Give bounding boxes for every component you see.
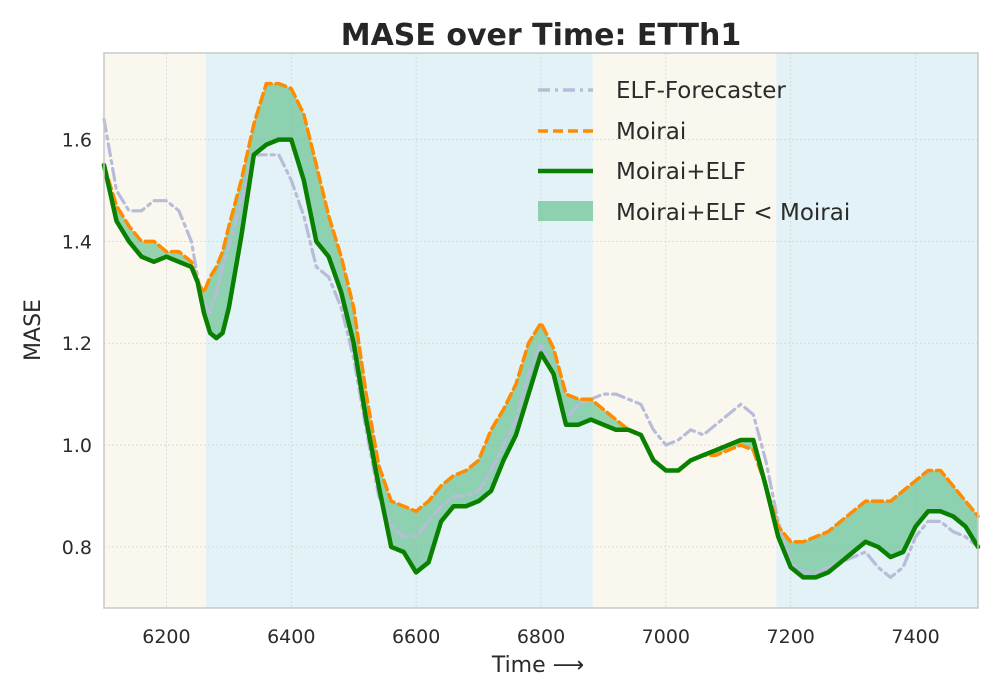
x-axis: 6200 6400 6600 6800 7000 7200 7400 (142, 626, 940, 648)
moirai-line (102, 81, 980, 544)
y-tick-label: 0.8 (62, 537, 92, 559)
legend-label-moirai: Moirai (616, 119, 686, 145)
y-tick-label: 1.2 (62, 333, 92, 355)
legend-label-moirai-elf: Moirai+ELF (616, 159, 746, 185)
legend-label-fill: Moirai+ELF < Moirai (616, 200, 850, 226)
x-tick-label: 6800 (517, 626, 565, 648)
y-axis: 0.8 1.0 1.2 1.4 1.6 (62, 130, 92, 559)
improvement-fill-area (104, 83, 978, 578)
x-axis-label: Time ⟶ (491, 653, 584, 678)
y-tick-label: 1.0 (62, 435, 92, 457)
x-tick-label: 7200 (767, 626, 815, 648)
y-tick-label: 1.4 (62, 231, 92, 253)
x-tick-label: 6200 (142, 626, 190, 648)
chart-title: MASE over Time: ETTh1 (341, 18, 742, 53)
legend-label-elf: ELF-Forecaster (616, 78, 786, 104)
x-tick-label: 6600 (392, 626, 440, 648)
y-tick-label: 1.6 (62, 130, 92, 152)
x-tick-label: 7400 (891, 626, 939, 648)
background-region-0 (104, 53, 206, 608)
x-tick-label: 6400 (267, 626, 315, 648)
moirai-elf-line (101, 137, 981, 580)
y-axis-label: MASE (21, 299, 46, 361)
plot-frame (103, 52, 979, 609)
plot-area (101, 52, 981, 609)
legend-swatch-fill (538, 201, 593, 221)
background-region-2 (592, 53, 777, 608)
legend: ELF-Forecaster Moirai Moirai+ELF Moirai+… (538, 78, 850, 226)
elf-forecaster-line (102, 117, 980, 579)
x-tick-label: 7000 (642, 626, 690, 648)
